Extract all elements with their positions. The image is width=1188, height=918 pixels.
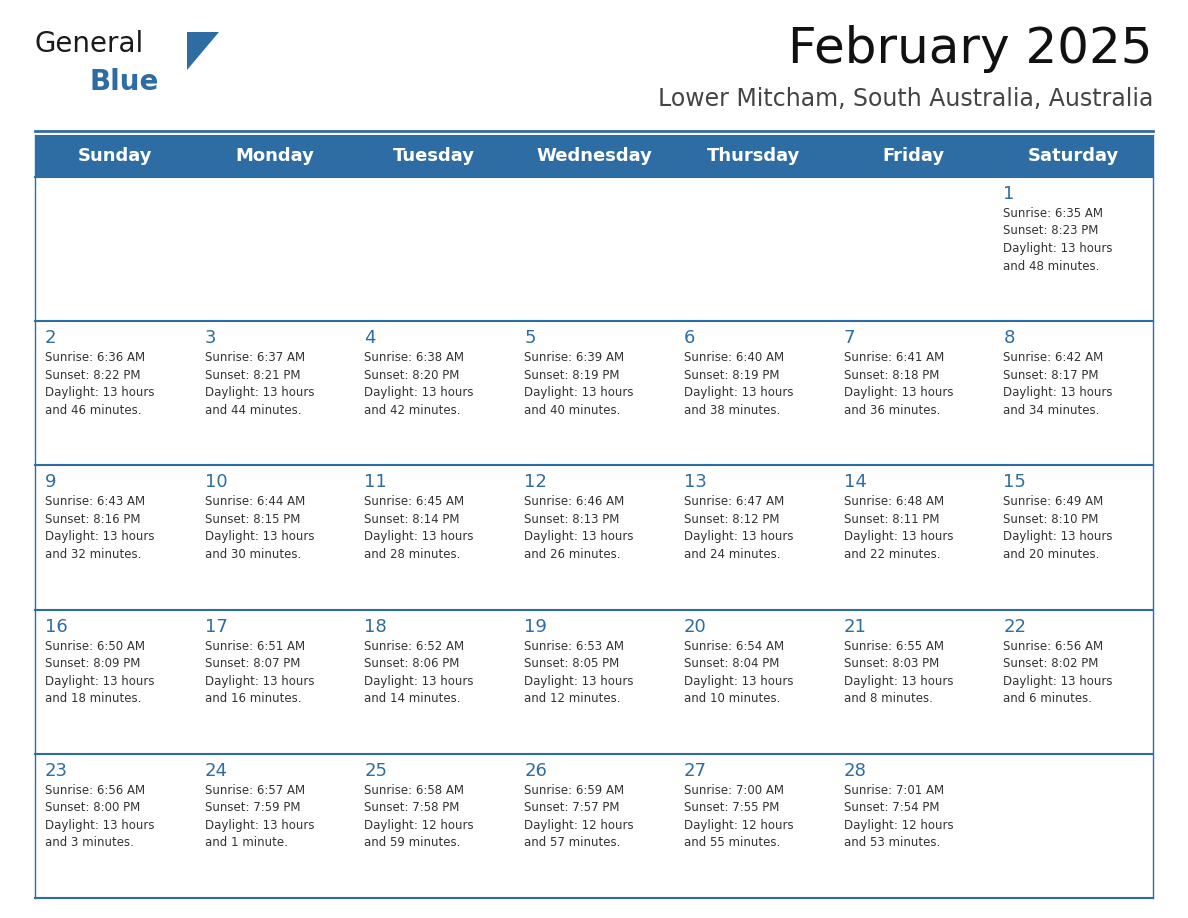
Text: Sunrise: 6:43 AM
Sunset: 8:16 PM
Daylight: 13 hours
and 32 minutes.: Sunrise: 6:43 AM Sunset: 8:16 PM Dayligh… (45, 496, 154, 561)
Text: Sunrise: 6:51 AM
Sunset: 8:07 PM
Daylight: 13 hours
and 16 minutes.: Sunrise: 6:51 AM Sunset: 8:07 PM Dayligh… (204, 640, 314, 705)
Text: 4: 4 (365, 330, 375, 347)
Text: Sunrise: 6:55 AM
Sunset: 8:03 PM
Daylight: 13 hours
and 8 minutes.: Sunrise: 6:55 AM Sunset: 8:03 PM Dayligh… (843, 640, 953, 705)
Text: 16: 16 (45, 618, 68, 635)
Text: Sunrise: 7:01 AM
Sunset: 7:54 PM
Daylight: 12 hours
and 53 minutes.: Sunrise: 7:01 AM Sunset: 7:54 PM Dayligh… (843, 784, 953, 849)
Text: Sunrise: 6:42 AM
Sunset: 8:17 PM
Daylight: 13 hours
and 34 minutes.: Sunrise: 6:42 AM Sunset: 8:17 PM Dayligh… (1004, 352, 1113, 417)
Text: Sunrise: 6:45 AM
Sunset: 8:14 PM
Daylight: 13 hours
and 28 minutes.: Sunrise: 6:45 AM Sunset: 8:14 PM Dayligh… (365, 496, 474, 561)
Text: Sunrise: 6:39 AM
Sunset: 8:19 PM
Daylight: 13 hours
and 40 minutes.: Sunrise: 6:39 AM Sunset: 8:19 PM Dayligh… (524, 352, 633, 417)
Bar (34, 610, 1154, 754)
Text: Sunrise: 6:56 AM
Sunset: 8:00 PM
Daylight: 13 hours
and 3 minutes.: Sunrise: 6:56 AM Sunset: 8:00 PM Dayligh… (45, 784, 154, 849)
Text: Sunrise: 7:00 AM
Sunset: 7:55 PM
Daylight: 12 hours
and 55 minutes.: Sunrise: 7:00 AM Sunset: 7:55 PM Dayligh… (684, 784, 794, 849)
Text: Sunrise: 6:46 AM
Sunset: 8:13 PM
Daylight: 13 hours
and 26 minutes.: Sunrise: 6:46 AM Sunset: 8:13 PM Dayligh… (524, 496, 633, 561)
Text: Monday: Monday (235, 147, 314, 165)
Text: 22: 22 (1004, 618, 1026, 635)
Text: Saturday: Saturday (1028, 147, 1119, 165)
Text: Sunrise: 6:49 AM
Sunset: 8:10 PM
Daylight: 13 hours
and 20 minutes.: Sunrise: 6:49 AM Sunset: 8:10 PM Dayligh… (1004, 496, 1113, 561)
Bar (34, 465, 1154, 610)
Text: Sunrise: 6:47 AM
Sunset: 8:12 PM
Daylight: 13 hours
and 24 minutes.: Sunrise: 6:47 AM Sunset: 8:12 PM Dayligh… (684, 496, 794, 561)
Text: 18: 18 (365, 618, 387, 635)
Text: Lower Mitcham, South Australia, Australia: Lower Mitcham, South Australia, Australi… (658, 87, 1154, 111)
Text: 27: 27 (684, 762, 707, 779)
Text: General: General (34, 30, 144, 58)
Text: 19: 19 (524, 618, 546, 635)
Text: Sunrise: 6:35 AM
Sunset: 8:23 PM
Daylight: 13 hours
and 48 minutes.: Sunrise: 6:35 AM Sunset: 8:23 PM Dayligh… (1004, 207, 1113, 273)
Text: 25: 25 (365, 762, 387, 779)
Text: Sunrise: 6:41 AM
Sunset: 8:18 PM
Daylight: 13 hours
and 36 minutes.: Sunrise: 6:41 AM Sunset: 8:18 PM Dayligh… (843, 352, 953, 417)
Text: Sunrise: 6:59 AM
Sunset: 7:57 PM
Daylight: 12 hours
and 57 minutes.: Sunrise: 6:59 AM Sunset: 7:57 PM Dayligh… (524, 784, 633, 849)
Text: Sunrise: 6:36 AM
Sunset: 8:22 PM
Daylight: 13 hours
and 46 minutes.: Sunrise: 6:36 AM Sunset: 8:22 PM Dayligh… (45, 352, 154, 417)
Text: 3: 3 (204, 330, 216, 347)
Bar (34, 754, 1154, 898)
Text: Friday: Friday (883, 147, 944, 165)
Text: 26: 26 (524, 762, 546, 779)
Text: 7: 7 (843, 330, 855, 347)
Text: February 2025: February 2025 (789, 25, 1154, 73)
Text: 10: 10 (204, 474, 227, 491)
Text: 20: 20 (684, 618, 707, 635)
Text: 11: 11 (365, 474, 387, 491)
Text: Sunrise: 6:58 AM
Sunset: 7:58 PM
Daylight: 12 hours
and 59 minutes.: Sunrise: 6:58 AM Sunset: 7:58 PM Dayligh… (365, 784, 474, 849)
Text: 17: 17 (204, 618, 228, 635)
Bar (34, 135, 1154, 177)
Text: Sunday: Sunday (77, 147, 152, 165)
Text: 21: 21 (843, 618, 866, 635)
Text: Sunrise: 6:54 AM
Sunset: 8:04 PM
Daylight: 13 hours
and 10 minutes.: Sunrise: 6:54 AM Sunset: 8:04 PM Dayligh… (684, 640, 794, 705)
Text: Thursday: Thursday (707, 147, 801, 165)
Text: 14: 14 (843, 474, 866, 491)
Text: Sunrise: 6:48 AM
Sunset: 8:11 PM
Daylight: 13 hours
and 22 minutes.: Sunrise: 6:48 AM Sunset: 8:11 PM Dayligh… (843, 496, 953, 561)
Text: Sunrise: 6:52 AM
Sunset: 8:06 PM
Daylight: 13 hours
and 14 minutes.: Sunrise: 6:52 AM Sunset: 8:06 PM Dayligh… (365, 640, 474, 705)
Text: 24: 24 (204, 762, 228, 779)
Text: Sunrise: 6:44 AM
Sunset: 8:15 PM
Daylight: 13 hours
and 30 minutes.: Sunrise: 6:44 AM Sunset: 8:15 PM Dayligh… (204, 496, 314, 561)
Text: 12: 12 (524, 474, 546, 491)
Text: Sunrise: 6:57 AM
Sunset: 7:59 PM
Daylight: 13 hours
and 1 minute.: Sunrise: 6:57 AM Sunset: 7:59 PM Dayligh… (204, 784, 314, 849)
Text: 5: 5 (524, 330, 536, 347)
Bar (34, 321, 1154, 465)
Text: Sunrise: 6:53 AM
Sunset: 8:05 PM
Daylight: 13 hours
and 12 minutes.: Sunrise: 6:53 AM Sunset: 8:05 PM Dayligh… (524, 640, 633, 705)
Polygon shape (187, 32, 219, 70)
Text: 6: 6 (684, 330, 695, 347)
Text: 2: 2 (45, 330, 57, 347)
Text: 9: 9 (45, 474, 57, 491)
Text: 8: 8 (1004, 330, 1015, 347)
Text: 15: 15 (1004, 474, 1026, 491)
Text: Sunrise: 6:56 AM
Sunset: 8:02 PM
Daylight: 13 hours
and 6 minutes.: Sunrise: 6:56 AM Sunset: 8:02 PM Dayligh… (1004, 640, 1113, 705)
Text: Wednesday: Wednesday (536, 147, 652, 165)
Text: 13: 13 (684, 474, 707, 491)
Text: Sunrise: 6:37 AM
Sunset: 8:21 PM
Daylight: 13 hours
and 44 minutes.: Sunrise: 6:37 AM Sunset: 8:21 PM Dayligh… (204, 352, 314, 417)
Text: 1: 1 (1004, 185, 1015, 203)
Text: Blue: Blue (90, 68, 159, 96)
Text: Sunrise: 6:50 AM
Sunset: 8:09 PM
Daylight: 13 hours
and 18 minutes.: Sunrise: 6:50 AM Sunset: 8:09 PM Dayligh… (45, 640, 154, 705)
Bar (34, 177, 1154, 321)
Text: 28: 28 (843, 762, 866, 779)
Text: Sunrise: 6:40 AM
Sunset: 8:19 PM
Daylight: 13 hours
and 38 minutes.: Sunrise: 6:40 AM Sunset: 8:19 PM Dayligh… (684, 352, 794, 417)
Text: 23: 23 (45, 762, 68, 779)
Text: Tuesday: Tuesday (393, 147, 475, 165)
Text: Sunrise: 6:38 AM
Sunset: 8:20 PM
Daylight: 13 hours
and 42 minutes.: Sunrise: 6:38 AM Sunset: 8:20 PM Dayligh… (365, 352, 474, 417)
